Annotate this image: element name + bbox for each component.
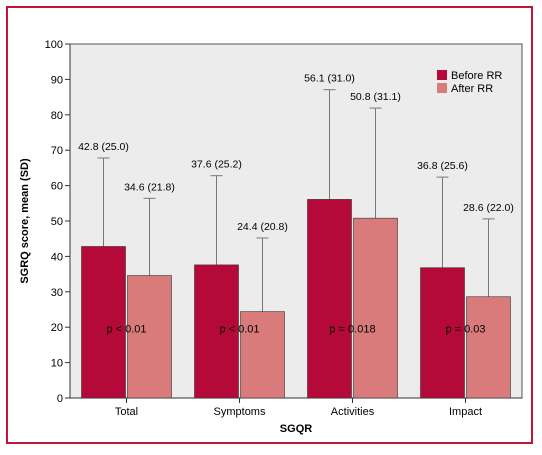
data-label: 34.6 (21.8) [124, 181, 175, 193]
legend-swatch [437, 83, 447, 93]
data-label: 50.8 (31.1) [350, 91, 401, 103]
y-tick-label: 10 [51, 358, 63, 370]
y-tick-label: 30 [51, 287, 63, 299]
data-label: 36.8 (25.6) [417, 160, 468, 172]
bar-after-rr [240, 311, 285, 399]
bar-after-rr [466, 296, 511, 399]
y-tick-label: 60 [51, 181, 63, 193]
y-tick-label: 20 [51, 322, 63, 334]
bar-before-rr [81, 246, 126, 399]
y-tick-label: 90 [51, 74, 63, 86]
x-category-label: Symptoms [214, 406, 266, 418]
data-label: 28.6 (22.0) [463, 202, 514, 214]
p-value-label: p = 0.03 [445, 324, 485, 336]
legend-swatch [437, 70, 447, 80]
x-category-label: Total [115, 406, 138, 418]
data-label: 56.1 (31.0) [304, 73, 355, 85]
legend-label: Before RR [451, 70, 502, 82]
y-tick-label: 0 [57, 393, 63, 405]
y-tick-label: 80 [51, 110, 63, 122]
data-label: 24.4 (20.8) [237, 221, 288, 233]
p-value-label: p < 0.01 [219, 324, 259, 336]
x-category-label: Impact [449, 406, 482, 418]
bar-after-rr [353, 217, 398, 399]
bar-before-rr [420, 267, 465, 399]
bar-before-rr [194, 264, 239, 399]
bar-after-rr [127, 275, 172, 399]
y-tick-label: 70 [51, 145, 63, 157]
y-tick-label: 100 [45, 39, 63, 51]
data-label: 42.8 (25.0) [78, 141, 129, 153]
p-value-label: p = 0.018 [329, 324, 375, 336]
y-tick-label: 50 [51, 216, 63, 228]
bar-before-rr [307, 199, 352, 399]
p-value-label: p < 0.01 [106, 324, 146, 336]
x-category-label: Activities [331, 406, 375, 418]
data-label: 37.6 (25.2) [191, 159, 242, 171]
y-axis-title: SGRQ score, mean (SD) [19, 158, 31, 284]
x-axis-title: SGQR [280, 423, 312, 435]
legend-label: After RR [451, 83, 493, 95]
y-tick-label: 40 [51, 251, 63, 263]
